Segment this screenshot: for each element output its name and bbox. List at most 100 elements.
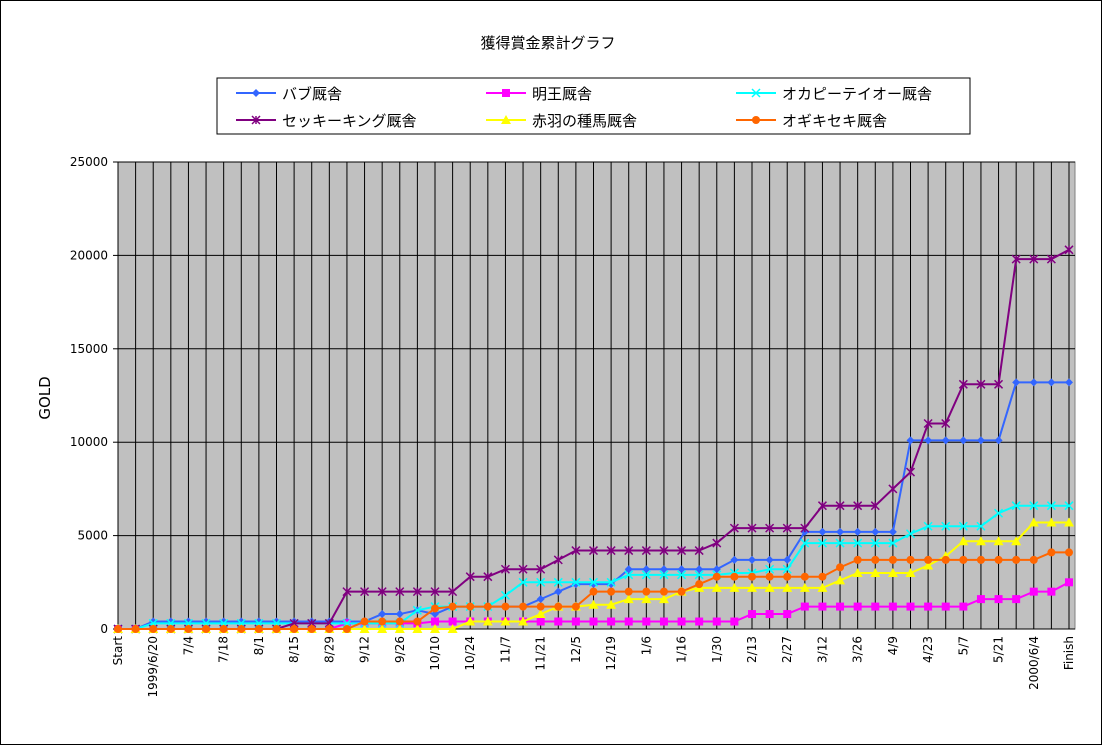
- marker: [1012, 555, 1021, 564]
- marker: [1065, 578, 1073, 587]
- x-tick-label: 10/24: [463, 636, 477, 671]
- marker: [941, 602, 950, 611]
- marker: [975, 536, 986, 546]
- marker: [887, 567, 898, 577]
- marker: [730, 572, 739, 581]
- marker: [677, 617, 686, 626]
- marker: [905, 567, 916, 577]
- marker: [554, 617, 563, 626]
- marker: [272, 625, 281, 633]
- marker: [871, 602, 880, 611]
- marker: [1046, 501, 1056, 511]
- marker: [782, 523, 792, 533]
- marker: [817, 538, 827, 548]
- marker: [554, 602, 563, 611]
- marker: [412, 605, 422, 615]
- marker: [906, 602, 915, 611]
- marker: [359, 624, 370, 633]
- marker: [536, 577, 546, 587]
- marker: [1011, 501, 1021, 511]
- marker: [431, 610, 439, 619]
- marker: [941, 555, 950, 564]
- marker: [923, 560, 934, 570]
- marker: [1046, 517, 1057, 527]
- marker: [466, 602, 475, 611]
- marker: [571, 546, 581, 556]
- x-tick-label: 5/21: [992, 636, 1006, 663]
- marker: [783, 610, 792, 619]
- x-tick-label: Start: [111, 636, 125, 666]
- marker: [342, 587, 352, 597]
- marker: [412, 587, 422, 597]
- marker: [1047, 378, 1056, 387]
- marker: [536, 595, 545, 604]
- marker: [431, 604, 439, 613]
- marker: [906, 555, 915, 564]
- x-tick-label: 10/10: [428, 636, 442, 671]
- marker: [959, 602, 968, 611]
- marker: [712, 565, 721, 574]
- marker: [571, 602, 580, 611]
- marker: [800, 523, 810, 533]
- x-tick-label: 2000/6/4: [1027, 636, 1041, 690]
- marker: [502, 89, 510, 97]
- marker: [747, 582, 757, 592]
- marker: [254, 625, 263, 633]
- marker: [500, 616, 511, 626]
- marker: [765, 610, 774, 619]
- marker: [976, 555, 985, 564]
- marker: [430, 624, 440, 633]
- y-tick-label: 25000: [70, 155, 108, 169]
- marker: [307, 625, 316, 633]
- marker: [518, 564, 528, 574]
- marker: [500, 590, 510, 600]
- marker: [764, 582, 775, 592]
- marker: [888, 602, 897, 611]
- marker: [712, 617, 721, 626]
- marker: [712, 538, 722, 548]
- x-tick-label: 9/26: [393, 636, 407, 663]
- legend-label: 赤羽の種馬厩舎: [532, 112, 637, 130]
- marker: [924, 555, 933, 564]
- marker: [993, 536, 1004, 546]
- marker: [836, 563, 845, 572]
- marker: [765, 564, 775, 574]
- marker: [1029, 555, 1038, 564]
- x-tick-label: 4/9: [886, 636, 900, 655]
- marker: [430, 587, 440, 597]
- marker: [377, 587, 387, 597]
- y-tick-label: 5000: [77, 529, 108, 543]
- marker: [994, 436, 1003, 445]
- marker: [553, 577, 563, 587]
- marker: [1029, 254, 1039, 264]
- marker: [501, 602, 510, 611]
- marker: [589, 587, 598, 596]
- marker: [447, 624, 458, 633]
- x-tick-label: 2/27: [780, 636, 794, 663]
- marker: [395, 617, 404, 626]
- marker: [589, 617, 598, 626]
- marker: [941, 521, 951, 531]
- marker: [501, 115, 511, 124]
- y-tick-label: 10000: [70, 435, 108, 449]
- marker: [536, 602, 545, 611]
- marker: [1029, 587, 1038, 596]
- marker: [202, 625, 211, 633]
- marker: [888, 527, 897, 536]
- marker: [342, 625, 351, 633]
- marker: [752, 116, 760, 124]
- marker: [658, 594, 669, 604]
- marker: [852, 567, 863, 577]
- marker: [607, 587, 616, 596]
- x-tick-label: 1/16: [675, 636, 689, 663]
- marker: [553, 555, 563, 565]
- marker: [765, 572, 774, 581]
- x-tick-label: 12/19: [604, 636, 618, 671]
- marker: [624, 587, 633, 596]
- marker: [588, 599, 599, 609]
- marker: [378, 617, 387, 626]
- marker: [1047, 587, 1056, 596]
- marker: [624, 617, 633, 626]
- marker: [237, 625, 246, 633]
- marker: [783, 555, 792, 564]
